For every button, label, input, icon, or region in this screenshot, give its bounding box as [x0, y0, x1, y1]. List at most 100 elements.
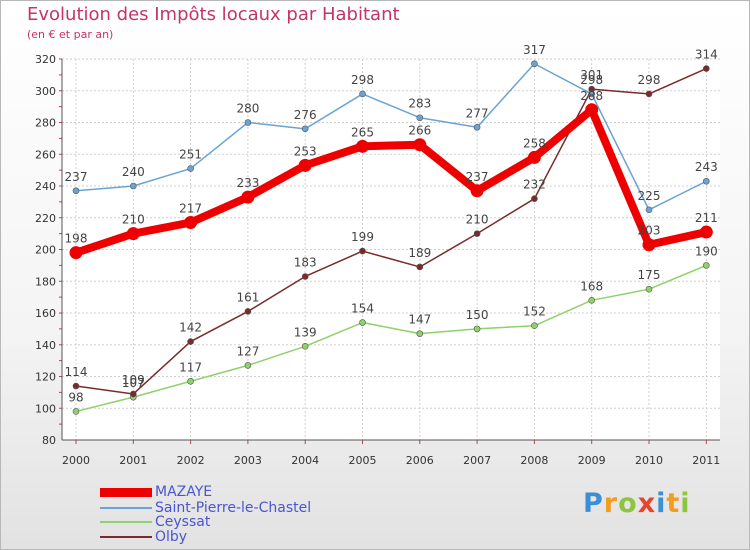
data-label-mazaye: 237	[466, 170, 489, 184]
x-tick-label: 2000	[62, 454, 90, 467]
legend-item-saint-pierre: Saint-Pierre-le-Chastel	[100, 500, 311, 516]
data-point-saint-pierre-le-chastel	[72, 187, 80, 195]
y-tick-label: 300	[35, 85, 56, 98]
y-tick-label: 140	[35, 339, 56, 352]
data-point-olby	[244, 308, 252, 315]
data-label-mazaye: 253	[294, 144, 317, 158]
data-label-ceyssat: 117	[179, 360, 202, 374]
data-point-mazaye	[470, 184, 484, 198]
data-point-ceyssat	[301, 343, 309, 350]
series-line-mazaye	[74, 105, 708, 257]
data-point-ceyssat	[531, 322, 538, 330]
chart-title: Evolution des Impôts locaux par Habitant	[27, 4, 400, 25]
data-label-ceyssat: 175	[638, 268, 661, 282]
y-tick-label: 180	[35, 275, 56, 288]
proxiti-logo: Proxiti	[583, 488, 691, 519]
x-tick-label: 2005	[349, 454, 377, 467]
data-label-mazaye: 258	[523, 136, 546, 150]
x-tick-label: 2009	[578, 454, 606, 467]
data-label-saint-pierre-le-chastel: 251	[179, 148, 202, 162]
data-label-ceyssat: 154	[351, 302, 374, 316]
data-label-mazaye: 265	[351, 125, 374, 139]
data-point-mazaye	[126, 227, 140, 241]
data-label-olby: 298	[638, 73, 661, 87]
data-point-mazaye	[184, 216, 198, 230]
data-label-olby: 114	[65, 365, 88, 379]
legend-item-olby: Olby	[100, 529, 187, 545]
data-point-mazaye	[298, 158, 312, 172]
data-label-saint-pierre-le-chastel: 317	[523, 43, 546, 57]
chart-subtitle: (en € et par an)	[27, 28, 114, 41]
data-point-saint-pierre-le-chastel	[531, 60, 538, 68]
y-tick-label: 160	[35, 307, 56, 320]
data-point-olby	[359, 247, 366, 255]
legend-item-ceyssat: Ceyssat	[100, 514, 210, 530]
data-point-ceyssat	[244, 362, 252, 369]
y-tick-label: 260	[35, 148, 56, 161]
x-tick-label: 2003	[234, 454, 262, 467]
data-label-olby: 109	[122, 373, 145, 387]
data-point-saint-pierre-le-chastel	[645, 206, 653, 214]
data-point-saint-pierre-le-chastel	[130, 182, 137, 190]
data-point-mazaye	[241, 190, 255, 204]
data-label-ceyssat: 190	[695, 244, 718, 258]
x-tick-label: 2008	[520, 454, 548, 467]
y-tick-label: 240	[35, 180, 56, 193]
data-point-ceyssat	[416, 330, 424, 337]
data-label-ceyssat: 98	[68, 390, 83, 404]
data-point-olby	[187, 338, 194, 345]
series-line-saint-pierre-le-chastel	[75, 63, 707, 211]
data-point-ceyssat	[72, 408, 80, 415]
series-line-olby	[75, 67, 707, 395]
data-point-olby	[702, 65, 710, 72]
data-label-mazaye: 217	[179, 202, 202, 216]
x-tick-label: 2002	[177, 454, 205, 467]
brand-letter: r	[603, 488, 619, 519]
data-label-mazaye: 233	[236, 176, 259, 190]
data-label-mazaye: 203	[638, 224, 661, 238]
legend-swatch-olby	[100, 536, 152, 538]
data-label-mazaye: 266	[408, 124, 431, 138]
data-point-mazaye	[69, 246, 83, 260]
data-point-mazaye	[585, 103, 599, 117]
data-point-saint-pierre-le-chastel	[416, 114, 424, 122]
data-point-mazaye	[642, 238, 656, 252]
y-tick-label: 280	[35, 117, 56, 130]
data-label-mazaye: 211	[695, 211, 718, 225]
series-line-ceyssat	[75, 264, 707, 413]
x-tick-label: 2004	[291, 454, 319, 467]
data-point-olby	[301, 273, 309, 280]
data-point-mazaye	[356, 139, 369, 153]
data-label-saint-pierre-le-chastel: 276	[294, 108, 317, 122]
data-label-saint-pierre-le-chastel: 243	[695, 160, 718, 174]
data-label-olby: 142	[179, 321, 202, 335]
data-label-saint-pierre-le-chastel: 277	[466, 106, 489, 120]
data-label-saint-pierre-le-chastel: 298	[580, 73, 603, 87]
data-point-saint-pierre-le-chastel	[359, 90, 366, 98]
data-point-ceyssat	[187, 377, 194, 385]
data-label-olby: 314	[695, 48, 718, 62]
data-label-ceyssat: 107	[122, 376, 145, 390]
legend-swatch-ceyssat	[100, 521, 152, 523]
data-label-ceyssat: 147	[408, 313, 431, 327]
y-tick-label: 320	[35, 53, 56, 66]
data-label-saint-pierre-le-chastel: 298	[351, 73, 374, 87]
data-point-mazaye	[527, 150, 541, 164]
data-label-ceyssat: 150	[466, 308, 489, 322]
data-label-olby: 301	[580, 68, 603, 82]
data-point-olby	[416, 263, 424, 271]
data-point-olby	[473, 230, 481, 237]
brand-letter: P	[583, 488, 604, 519]
data-label-olby: 199	[351, 230, 374, 244]
brand-letter: x	[637, 488, 657, 519]
x-tick-label: 2001	[119, 454, 147, 467]
data-label-mazaye: 210	[122, 213, 145, 227]
x-tick-label: 2006	[406, 454, 434, 467]
brand-letter: o	[618, 488, 638, 519]
x-tick-label: 2007	[463, 454, 491, 467]
data-point-olby	[72, 382, 80, 390]
data-label-ceyssat: 139	[294, 325, 317, 339]
data-point-ceyssat	[702, 262, 710, 269]
data-point-saint-pierre-le-chastel	[588, 90, 596, 98]
